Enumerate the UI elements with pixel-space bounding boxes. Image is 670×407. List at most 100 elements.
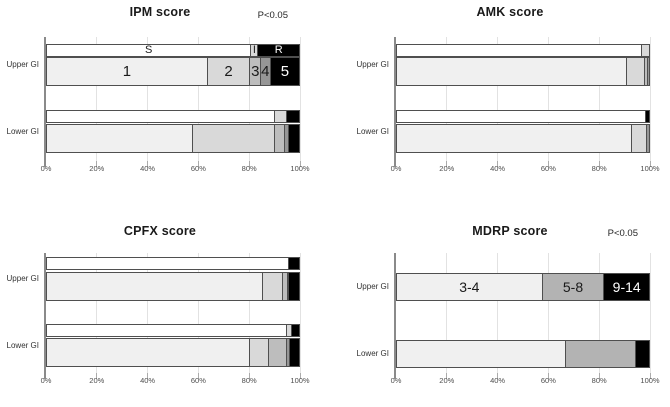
gridline-20pct	[446, 37, 448, 161]
segment-9-14: 9-14	[603, 274, 649, 300]
bar-segment	[286, 339, 289, 366]
x-axis-tick-label: 60%	[540, 164, 556, 173]
x-axis-tick	[147, 373, 149, 379]
x-axis-tick-label: 0%	[40, 164, 52, 173]
x-axis-tick-label: 20%	[89, 376, 105, 385]
bar-lower-gi-score	[396, 124, 650, 153]
group-label-lower-gi: Lower GI	[356, 126, 389, 136]
gridline-60pct	[197, 37, 199, 161]
gridline-40pct	[497, 37, 499, 161]
bar-segment	[646, 125, 649, 152]
x-axis-tick	[299, 161, 301, 167]
x-axis-tick-label: 20%	[89, 164, 105, 173]
segment-4: 4	[260, 58, 270, 85]
x-axis-tick-label: 40%	[140, 376, 156, 385]
x-axis-tick	[299, 373, 301, 379]
segment-label: 1	[122, 63, 132, 80]
bar-upper-gi-score	[396, 57, 650, 86]
x-axis-tick-label: 40%	[140, 164, 156, 173]
bar-segment	[635, 341, 649, 367]
segment-label: 3-4	[459, 279, 480, 295]
segment-label: 5	[280, 63, 290, 80]
x-axis-tick-label: 100%	[290, 376, 310, 385]
x-axis-tick-label: 0%	[390, 376, 402, 385]
bar-segment	[644, 111, 649, 122]
bar-segment	[285, 111, 299, 122]
bar-segment	[288, 339, 299, 366]
bar-segment	[47, 325, 287, 336]
segment-label: 9-14	[612, 279, 641, 295]
gridline-100pct	[649, 37, 651, 161]
segment-s: S	[47, 45, 251, 56]
bar-upper-gi-susceptibility	[46, 257, 300, 270]
panel-amk-score: 0% 20% 40% 60% 80% 100% AMK score Upper GI Lower…	[335, 0, 670, 204]
group-label-lower-gi: Lower GI	[6, 126, 39, 136]
group-label-upper-gi: Upper GI	[6, 274, 39, 283]
bar-segment	[288, 258, 299, 269]
x-axis-tick	[547, 373, 549, 379]
bar-segment	[397, 45, 642, 56]
segment-3: 3	[249, 58, 261, 85]
x-axis-tick-label: 0%	[40, 376, 52, 385]
group-label-lower-gi: Lower GI	[356, 349, 389, 358]
bar-lower-gi-susceptibility	[396, 110, 650, 123]
segment-label: I	[252, 44, 256, 56]
segment-5: 5	[269, 58, 300, 85]
bar-lower-gi-score	[396, 340, 650, 368]
gridline-20pct	[446, 253, 448, 373]
gridline-40pct	[147, 253, 149, 373]
group-label-upper-gi: Upper GI	[356, 60, 389, 69]
bar-segment	[286, 273, 289, 300]
segment-1: 1	[47, 58, 207, 85]
bar-segment	[397, 341, 565, 367]
bar-segment	[397, 111, 645, 122]
group-label-upper-gi: Upper GI	[356, 282, 389, 291]
x-axis-tick	[598, 161, 600, 167]
bar-segment	[281, 273, 287, 300]
x-axis-tick	[649, 161, 651, 167]
x-axis-tick	[446, 373, 448, 379]
x-axis-tick	[96, 373, 98, 379]
segment-label: 4	[261, 63, 270, 80]
segment-r: R	[257, 45, 299, 56]
x-axis-tick-label: 40%	[490, 376, 506, 385]
bar-segment	[47, 258, 289, 269]
x-axis-tick-label: 20%	[439, 164, 455, 173]
panel-title: CPFX score	[123, 224, 197, 238]
x-axis-tick	[197, 373, 199, 379]
panel-mdrp-score: 0% 20% 40% 60% 80% 100% MDRP score P<0.05 3-4 5-8…	[335, 203, 670, 407]
panel-title: AMK score	[476, 5, 544, 19]
panel-title: IPM score	[129, 5, 191, 19]
bar-segment	[291, 325, 299, 336]
segment-2: 2	[206, 58, 250, 85]
segment-label: 5-8	[562, 279, 584, 295]
x-axis-tick-label: 80%	[591, 164, 607, 173]
segment-label: 3	[251, 63, 260, 80]
x-axis-tick	[96, 161, 98, 167]
x-axis-tick-label: 80%	[241, 164, 257, 173]
gridline-100pct	[299, 253, 301, 373]
x-axis-tick-label: 40%	[490, 164, 506, 173]
x-axis-tick-label: 100%	[640, 376, 660, 385]
bar-upper-gi-susceptibility	[396, 44, 650, 57]
x-axis-tick	[497, 161, 499, 167]
segment-3-4: 3-4	[397, 274, 542, 300]
bar-segment	[646, 58, 649, 85]
segment-label: 2	[224, 63, 233, 80]
bar-segment	[630, 125, 647, 152]
bar-lower-gi-susceptibility	[46, 324, 300, 337]
bar-segment	[47, 125, 192, 152]
x-axis-tick-label: 60%	[190, 376, 206, 385]
bar-segment	[286, 325, 292, 336]
bar-segment	[249, 339, 269, 366]
p-value-annotation: P<0.05	[607, 228, 638, 239]
y-axis-line	[394, 37, 396, 167]
gridline-100pct	[649, 253, 651, 373]
bar-lower-gi-susceptibility	[46, 110, 300, 123]
x-axis-tick	[197, 161, 199, 167]
segment-i: I	[250, 44, 258, 56]
segment-label: R	[274, 44, 283, 56]
gridline-20pct	[96, 253, 98, 373]
